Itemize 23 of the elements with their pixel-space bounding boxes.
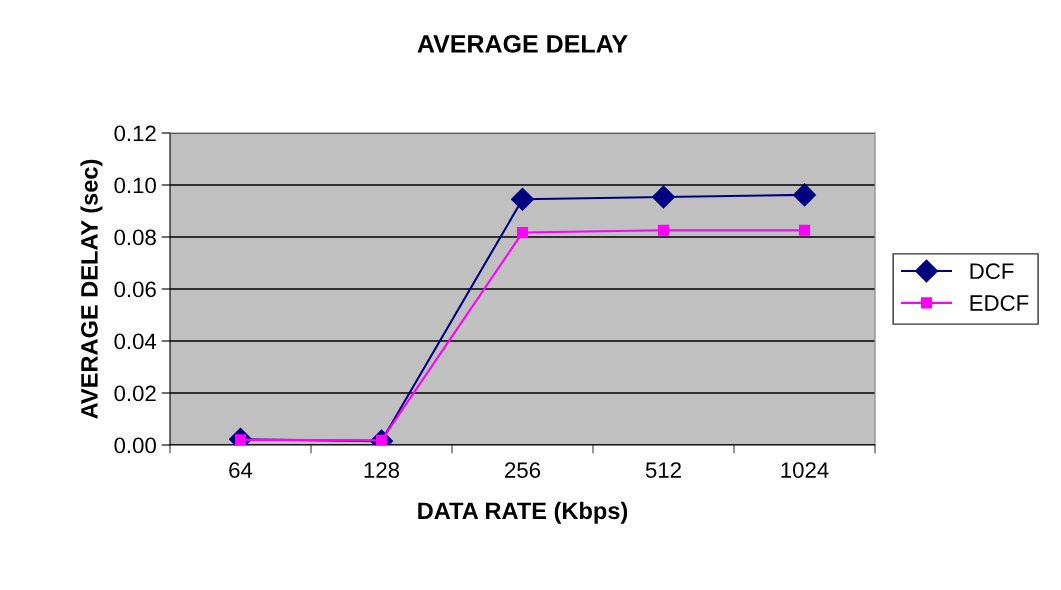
- point: [798, 224, 811, 236]
- point: [793, 183, 816, 207]
- chart-title: AVERAGE DELAY: [417, 34, 628, 53]
- x-tick-label: 512: [645, 462, 681, 478]
- point: [657, 224, 670, 236]
- x-axis-title: DATA RATE (Kbps): [418, 501, 628, 524]
- y-tick-label: 0.08: [114, 229, 156, 246]
- y-tick-label: 0.06: [114, 281, 156, 298]
- point: [652, 185, 675, 209]
- y-tick-label: 0.00: [114, 437, 156, 454]
- x-tick-label: 256: [505, 462, 541, 478]
- point: [516, 227, 529, 239]
- legend-label: EDCF: [970, 295, 1029, 311]
- x-tick-label: 128: [364, 462, 400, 478]
- point: [511, 187, 534, 211]
- x-tick-label: 64: [229, 462, 253, 478]
- x-tick-label: 1024: [781, 462, 829, 478]
- y-tick-label: 0.12: [114, 125, 156, 142]
- legend-label: DCF: [970, 263, 1014, 280]
- y-axis-title: AVERAGE DELAY (sec): [80, 159, 103, 419]
- y-tick-label: 0.04: [114, 333, 157, 350]
- y-tick-label: 0.10: [114, 177, 156, 194]
- y-tick-label: 0.02: [114, 385, 156, 402]
